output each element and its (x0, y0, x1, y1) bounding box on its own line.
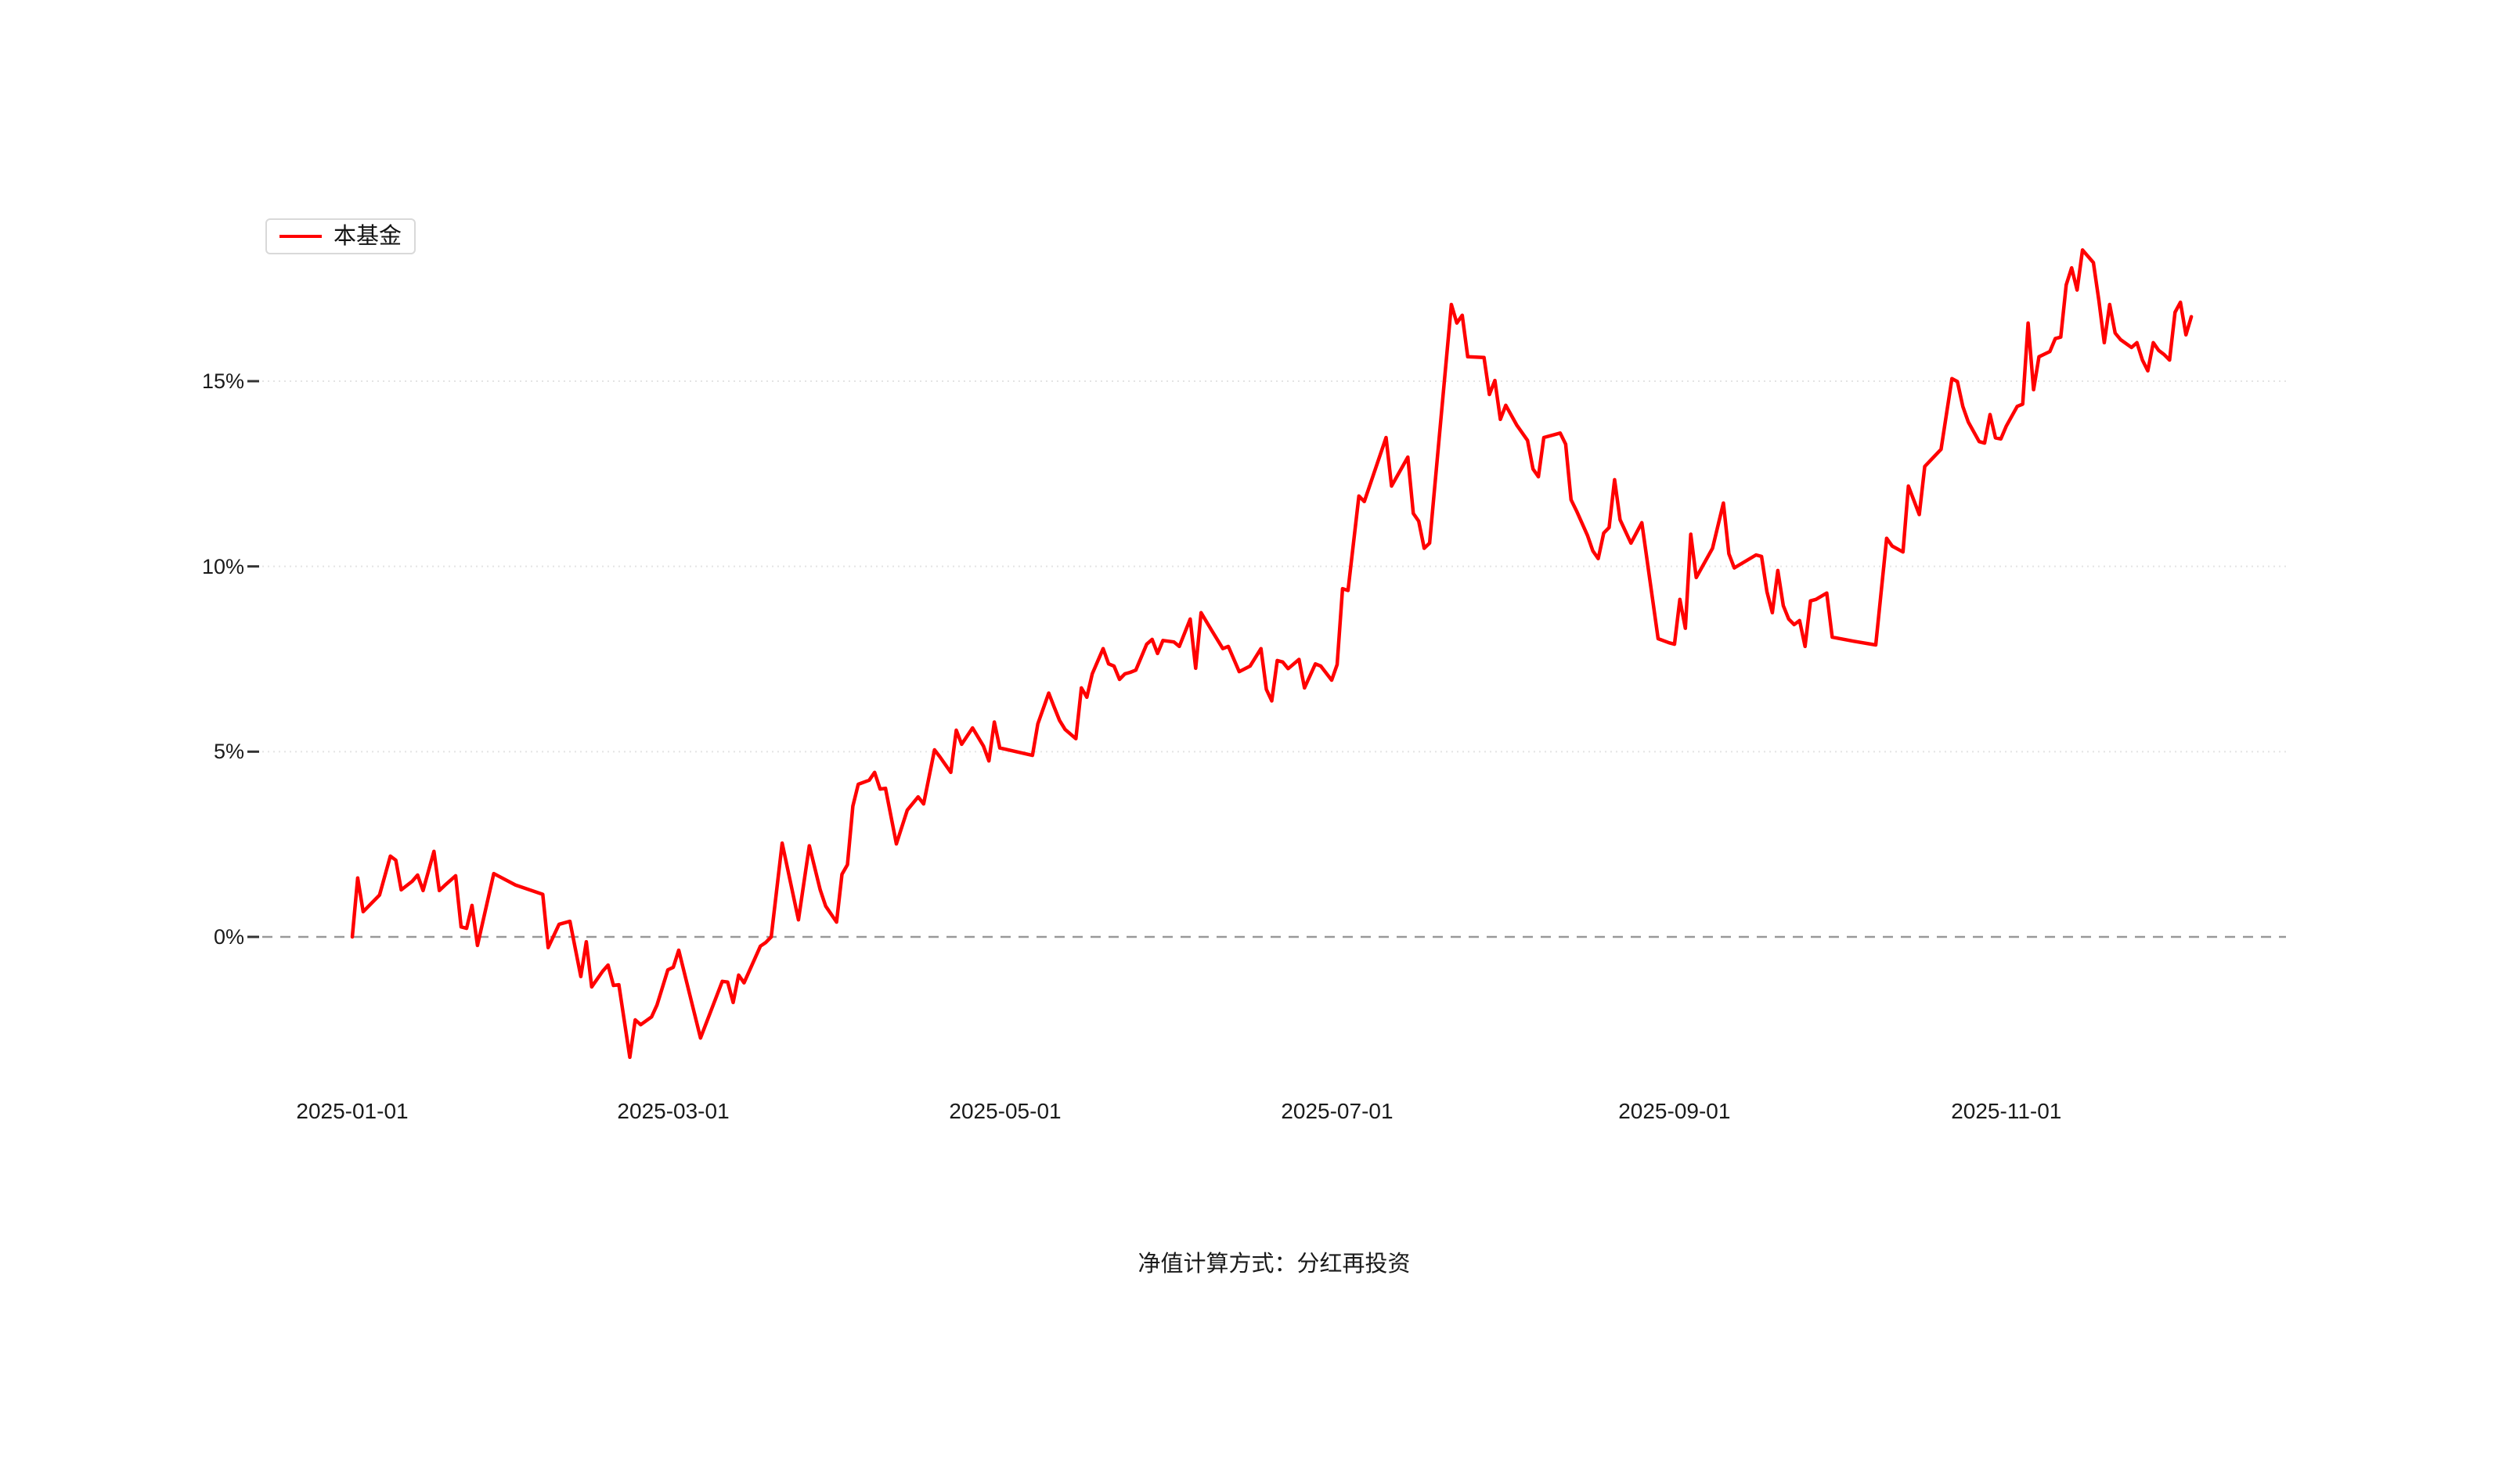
y-axis-label: 15% (201, 369, 244, 393)
x-axis-label: 2025-07-01 (1281, 1099, 1394, 1123)
legend-item-fund[interactable]: 本基金 (265, 218, 416, 254)
x-axis-label: 2025-01-01 (296, 1099, 409, 1123)
y-axis-label: 5% (213, 740, 244, 764)
y-axis-label: 10% (201, 554, 244, 578)
legend-line-swatch (279, 235, 322, 238)
chart-footnote: 净值计算方式：分红再投资 (1138, 1252, 1411, 1277)
legend-series-label: 本基金 (334, 223, 402, 249)
x-axis-label: 2025-05-01 (949, 1099, 1062, 1123)
x-axis-label: 2025-11-01 (1951, 1099, 2062, 1123)
x-axis-label: 2025-09-01 (1618, 1099, 1731, 1123)
fund-performance-line (350, 248, 2194, 1060)
x-axis-label: 2025-03-01 (617, 1099, 730, 1123)
y-axis-label: 0% (213, 925, 244, 949)
